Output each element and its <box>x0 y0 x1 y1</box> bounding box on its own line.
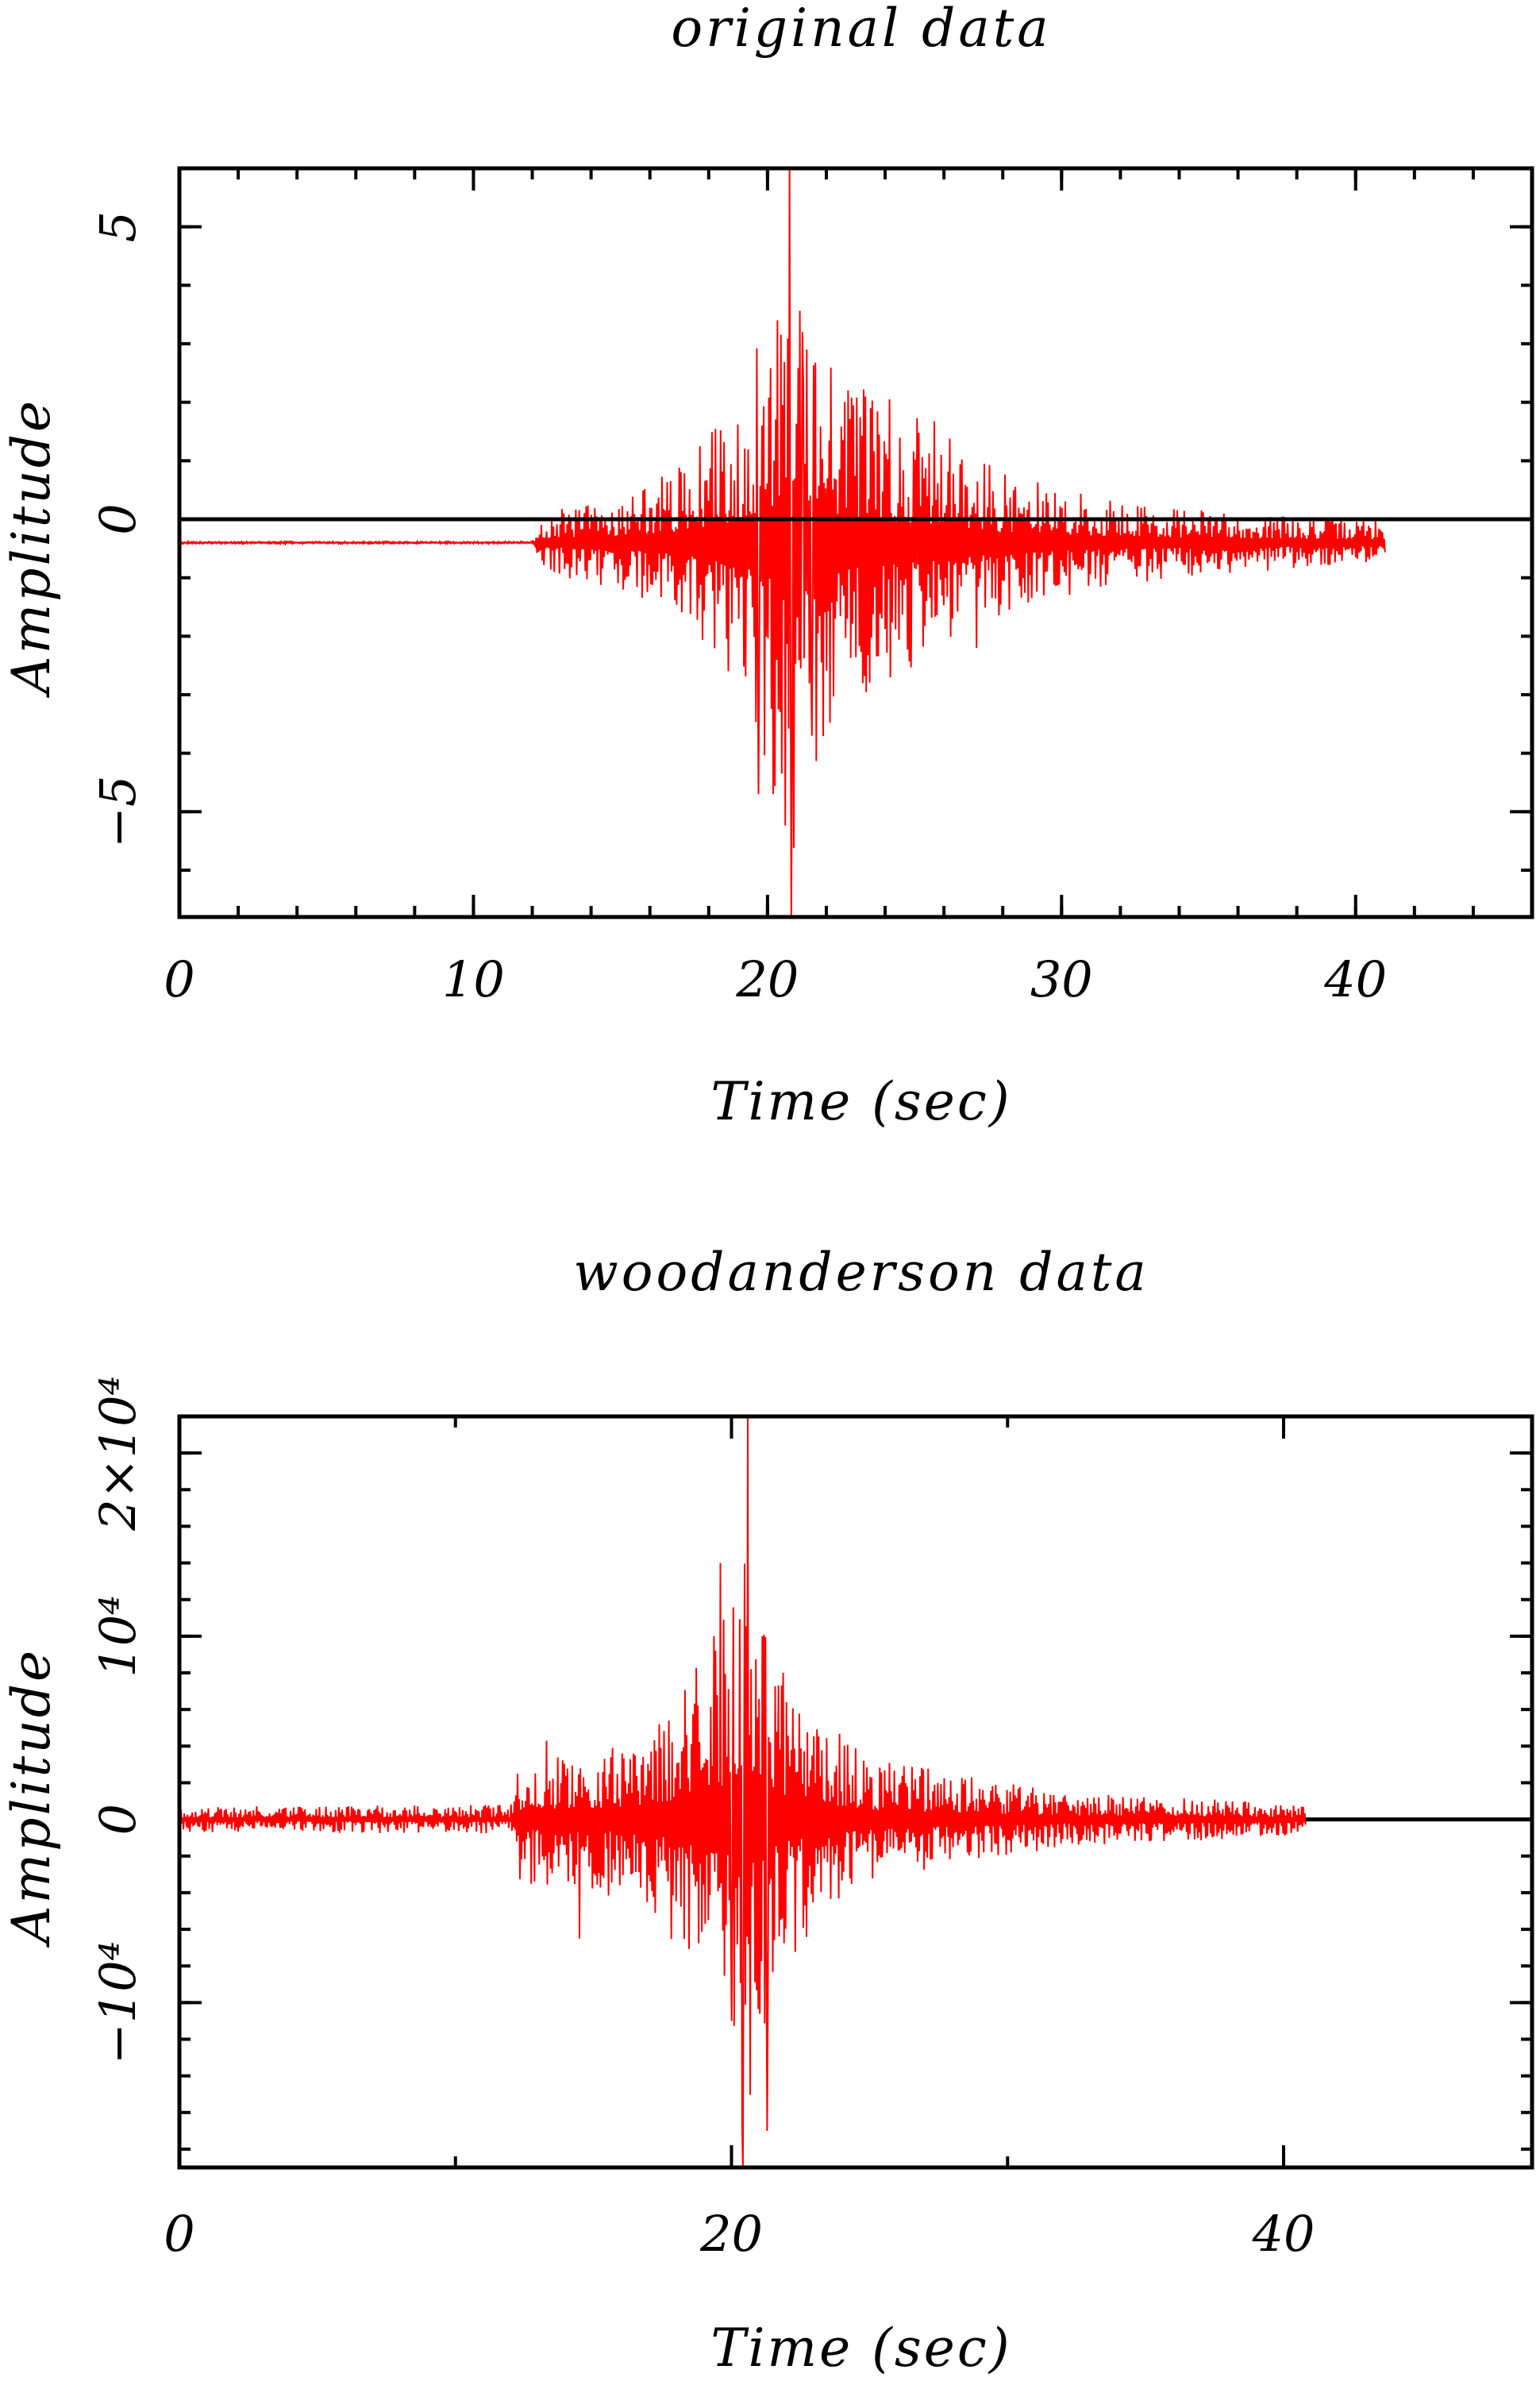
chart-title-original: original data <box>671 0 1051 59</box>
x-tick-label: 10 <box>442 950 505 1008</box>
x-tick-label: 20 <box>735 950 799 1008</box>
y-tick-label: 2×10⁴ <box>89 1376 147 1532</box>
y-tick-label: −10⁴ <box>89 1940 147 2064</box>
plot-frame <box>177 1414 1534 2170</box>
y-tick-label: −5 <box>89 776 147 848</box>
plot-area-original: 0 10 20 30 40 −5 0 5 <box>89 166 1534 1008</box>
y-tick-label: 0 <box>89 503 147 534</box>
x-tick-label: 30 <box>1030 950 1093 1008</box>
x-axis-label-original: Time (sec) <box>710 1071 1011 1132</box>
chart-panel-woodanderson: woodanderson data 0 20 40 −10⁴ 0 10⁴ 2×10⁴ Tim… <box>1 1242 1534 2379</box>
series-trace-woodanderson <box>179 1416 1307 2168</box>
x-tick-label: 0 <box>164 950 194 1008</box>
series-trace-original <box>179 168 1386 918</box>
x-tick-label: 20 <box>699 2205 763 2263</box>
x-axis-label-woodanderson: Time (sec) <box>710 2318 1011 2379</box>
x-tick-label: 40 <box>1252 2205 1315 2263</box>
x-tick-label: 40 <box>1323 950 1387 1008</box>
chart-panel-original: original data 0 10 20 30 40 −5 0 5 Time (sec) A… <box>1 0 1534 1132</box>
y-tick-label: 5 <box>89 211 147 242</box>
y-tick-label: 10⁴ <box>89 1595 147 1678</box>
y-axis-label-original: Amplitude <box>1 399 62 699</box>
plot-area-woodanderson: 0 20 40 −10⁴ 0 10⁴ 2×10⁴ <box>89 1376 1534 2263</box>
y-tick-label: 0 <box>89 1804 147 1835</box>
x-tick-label: 0 <box>164 2205 194 2263</box>
chart-title-woodanderson: woodanderson data <box>573 1242 1149 1303</box>
plot-frame <box>177 166 1534 919</box>
y-axis-label-woodanderson: Amplitude <box>1 1648 62 1948</box>
